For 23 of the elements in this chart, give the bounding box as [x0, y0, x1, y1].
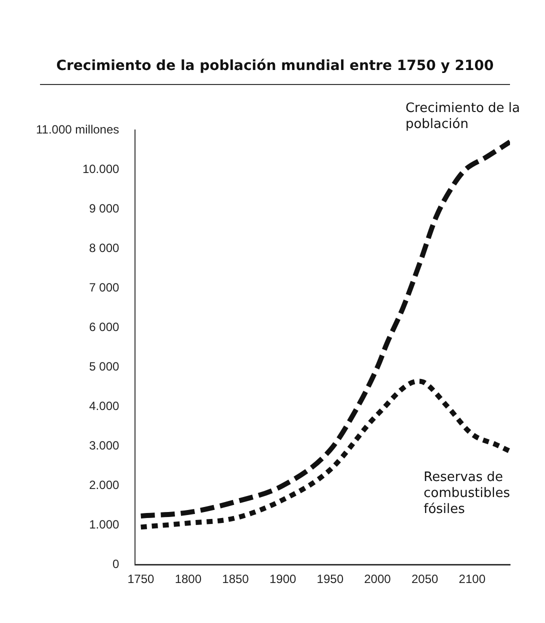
y-tick-label: 5 000: [89, 359, 120, 374]
series-label: Reservas de combustibles fósiles: [424, 470, 510, 518]
x-tick-label: 1850: [222, 572, 250, 586]
y-tick-label: 9 000: [89, 201, 120, 216]
x-tick-label: 1800: [174, 572, 202, 586]
x-tick-label: 2000: [364, 572, 392, 586]
y-tick-label: 11.000 millones: [36, 122, 120, 136]
x-tick-label: 1750: [127, 572, 155, 586]
x-tick-label: 1900: [269, 572, 296, 586]
chart-title: Crecimiento de la población mundial entre 1750 y 2100: [40, 58, 510, 85]
y-tick-label: 8 000: [89, 240, 120, 255]
y-tick-label: 2.000: [89, 478, 120, 492]
x-tick-label: 2100: [458, 572, 486, 586]
x-tick-label: 1950: [316, 572, 344, 586]
y-tick-label: 0: [112, 556, 120, 571]
y-tick-label: 3.000: [89, 438, 120, 452]
x-tick-label: 2050: [411, 572, 438, 586]
y-tick-label: 7 000: [89, 280, 120, 294]
series-label: Crecimiento de la población: [405, 100, 520, 132]
y-tick-label: 1.000: [89, 517, 120, 532]
y-tick-label: 6 000: [89, 320, 120, 334]
y-tick-label: 4.000: [89, 398, 120, 413]
y-tick-label: 10.000: [82, 162, 120, 176]
